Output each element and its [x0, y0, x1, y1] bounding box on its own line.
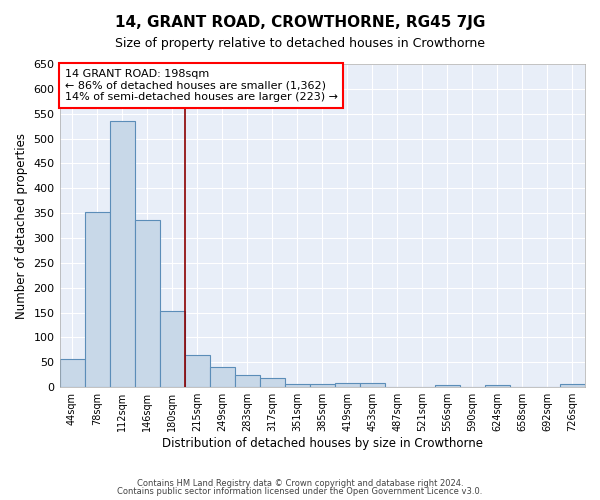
Bar [59, 359, 85, 387]
Text: Contains public sector information licensed under the Open Government Licence v3: Contains public sector information licen… [118, 487, 482, 496]
Bar [260, 378, 285, 387]
Text: Size of property relative to detached houses in Crowthorne: Size of property relative to detached ho… [115, 38, 485, 51]
Bar [285, 384, 310, 387]
Bar [160, 311, 185, 387]
Bar [185, 355, 209, 387]
Bar [335, 383, 360, 387]
Text: Contains HM Land Registry data © Crown copyright and database right 2024.: Contains HM Land Registry data © Crown c… [137, 478, 463, 488]
X-axis label: Distribution of detached houses by size in Crowthorne: Distribution of detached houses by size … [162, 437, 483, 450]
Bar [209, 367, 235, 387]
Bar [110, 121, 134, 387]
Bar [235, 376, 260, 387]
Bar [560, 384, 585, 387]
Bar [134, 220, 160, 387]
Bar [485, 385, 510, 387]
Bar [435, 385, 460, 387]
Text: 14 GRANT ROAD: 198sqm
← 86% of detached houses are smaller (1,362)
14% of semi-d: 14 GRANT ROAD: 198sqm ← 86% of detached … [65, 69, 338, 102]
Bar [85, 212, 110, 387]
Text: 14, GRANT ROAD, CROWTHORNE, RG45 7JG: 14, GRANT ROAD, CROWTHORNE, RG45 7JG [115, 15, 485, 30]
Y-axis label: Number of detached properties: Number of detached properties [15, 132, 28, 318]
Bar [310, 384, 335, 387]
Bar [360, 383, 385, 387]
